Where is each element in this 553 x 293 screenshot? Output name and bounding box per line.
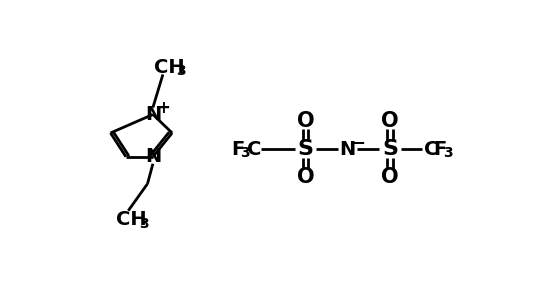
Text: S: S [298,139,314,159]
Text: C: C [247,140,261,159]
Text: N: N [340,140,356,159]
Text: O: O [381,111,399,131]
Text: O: O [381,167,399,187]
Text: F: F [232,140,245,159]
Text: O: O [296,111,314,131]
Text: −: − [351,133,364,151]
Text: O: O [296,167,314,187]
Text: CH: CH [154,58,184,77]
Text: +: + [156,99,171,117]
Text: 3: 3 [241,146,250,160]
Text: CH: CH [116,210,147,229]
Text: S: S [382,139,398,159]
Text: F: F [434,140,447,159]
Text: N: N [145,147,161,166]
Text: 3: 3 [443,146,452,160]
Text: 3: 3 [176,64,186,78]
Text: C: C [425,140,439,159]
Text: 3: 3 [139,217,148,231]
Text: N: N [145,105,161,124]
